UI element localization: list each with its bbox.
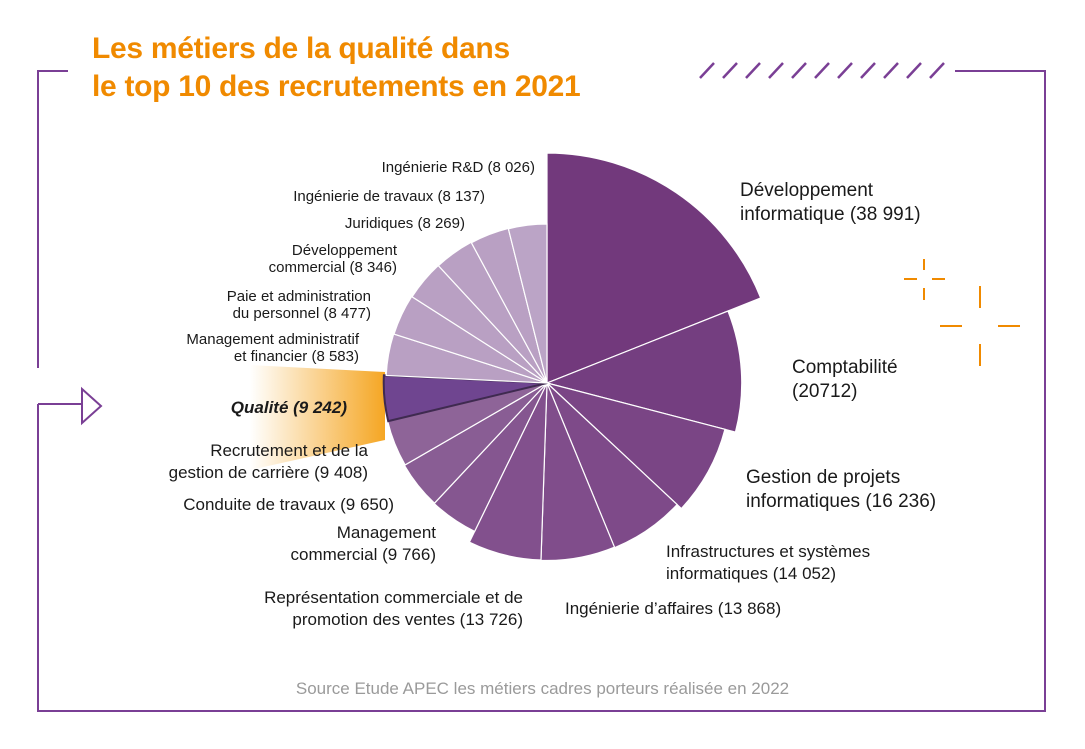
label-infrastructures: Infrastructures et systèmes informatiques…	[666, 542, 871, 583]
slice-qualit-	[382, 374, 548, 423]
label-qualite: Qualité (9 242)	[230, 398, 347, 417]
frame	[37, 70, 1046, 712]
slice-repr-sentation-commerciale-et-de-promotion-des-ventes	[468, 382, 548, 561]
slice-ing-nierie-r-d	[507, 223, 548, 384]
chart-title: Les métiers de la qualité dans le top 10…	[92, 30, 581, 106]
label-conduite-travaux: Conduite de travaux (9 650)	[183, 495, 394, 514]
plus-decoration	[904, 259, 1020, 366]
slice-gestion-de-projets-informatiques	[546, 382, 726, 510]
source-note: Source Etude APEC les métiers cadres por…	[295, 679, 790, 698]
label-ingenierie-travaux: Ingénierie de travaux (8 137)	[293, 188, 485, 205]
slice-d-veloppement-informatique	[546, 152, 762, 384]
slice-comptabilit-	[545, 310, 743, 433]
label-representation: Représentation commerciale et de promotio…	[264, 588, 523, 629]
qualite-highlight-glow	[250, 365, 385, 470]
label-paie: Paie et administration du personnel (8 47…	[226, 288, 371, 322]
polar-chart	[382, 152, 762, 562]
label-management-admin: Management administratif et financier (8 …	[186, 331, 359, 365]
label-dev-commercial: Développement commercial (8 346)	[268, 242, 397, 276]
label-management-commercial: Management commercial (9 766)	[290, 523, 437, 564]
label-ingenierie-rd: Ingénierie R&D (8 026)	[381, 159, 535, 176]
label-comptabilite: Comptabilité (20712)	[792, 357, 898, 402]
label-ingenierie-affaires: Ingénierie d’affaires (13 868)	[565, 599, 782, 618]
hatch-decoration	[699, 62, 945, 79]
label-dev-info: Développement informatique (38 991)	[740, 180, 921, 225]
title-line-1: Les métiers de la qualité dans	[92, 32, 510, 65]
label-gestion-projets: Gestion de projets informatiques (16 236)	[746, 467, 937, 512]
label-recrutement: Recrutement et de la gestion de carrière …	[168, 441, 368, 482]
title-line-2: le top 10 des recrutements en 2021	[92, 70, 581, 103]
slice-conduite-de-travaux	[403, 382, 548, 505]
label-juridiques: Juridiques (8 269)	[344, 215, 465, 232]
